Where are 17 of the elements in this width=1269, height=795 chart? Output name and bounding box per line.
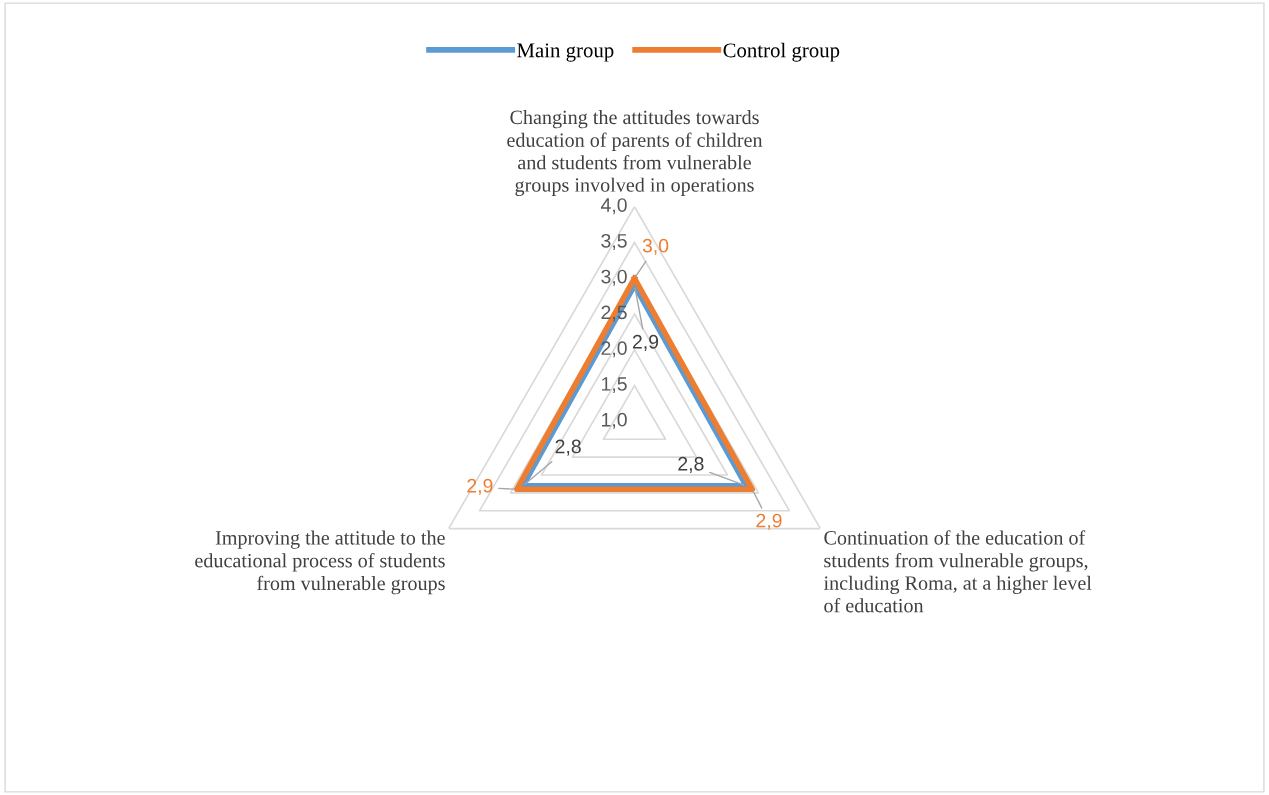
data-label: 2,8 (678, 456, 704, 473)
y-tick-label: 1,5 (602, 377, 627, 394)
data-label: 2,9 (756, 513, 782, 530)
data-label: 2,9 (467, 478, 493, 495)
spoke-label: Changing the attitudes towards education of parents of children and students from vulnerable groups involved in operations (507, 109, 763, 196)
spoke-label: Improving the attitude to the educational process of students from vulnerable groups (195, 530, 445, 595)
data-label: 3,0 (642, 238, 669, 255)
y-tick-label: 3,5 (601, 233, 627, 250)
y-tick-label: 2,0 (601, 341, 627, 358)
y-tick-label: 3,0 (601, 269, 627, 286)
legend-label: Main group (517, 43, 614, 62)
y-tick-label: 1,0 (602, 412, 627, 429)
y-tick-label: 4,0 (600, 198, 627, 215)
spoke-label: Continuation of the education of students from vulnerable groups, including Roma, at a higher level of education (823, 530, 1092, 613)
legend-label: Control group (723, 42, 840, 62)
data-label: 2,8 (555, 439, 581, 456)
data-label: 2,9 (632, 334, 659, 351)
